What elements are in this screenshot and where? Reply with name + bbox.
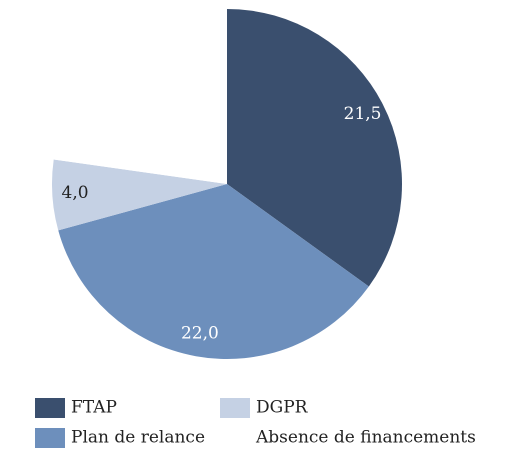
legend-swatch-dgpr (220, 398, 250, 418)
legend-item-dgpr: DGPR (220, 398, 309, 418)
slice-label-dgpr: 4,0 (62, 183, 89, 203)
slice-labels: 21,5 22,0 4,0 (62, 104, 382, 343)
legend-label-plan-de-relance: Plan de relance (71, 428, 205, 448)
pie-slice-dgpr (52, 159, 228, 231)
pie-slice-absence-de-financements (53, 9, 228, 184)
legend-swatch-plan-de-relance (35, 428, 65, 448)
legend-item-ftap: FTAP (35, 398, 117, 418)
legend-swatch-ftap (35, 398, 65, 418)
slice-label-ftap: 21,5 (344, 104, 382, 124)
pie-slice-plan-de-relance (58, 184, 369, 359)
legend-swatch-absence-de-financements (220, 428, 250, 448)
legend-item-plan-de-relance: Plan de relance (35, 428, 205, 448)
pie-slice-ftap (227, 9, 402, 287)
legend: FTAP DGPR Plan de relance Absence de financ… (35, 398, 476, 448)
pie-slices (52, 9, 402, 359)
legend-label-absence-de-financements: Absence de financements (255, 428, 476, 448)
slice-label-plan-de-relance: 22,0 (181, 323, 219, 343)
legend-item-absence-de-financements: Absence de financements (220, 428, 476, 448)
legend-label-dgpr: DGPR (256, 398, 309, 418)
legend-label-ftap: FTAP (71, 398, 117, 418)
